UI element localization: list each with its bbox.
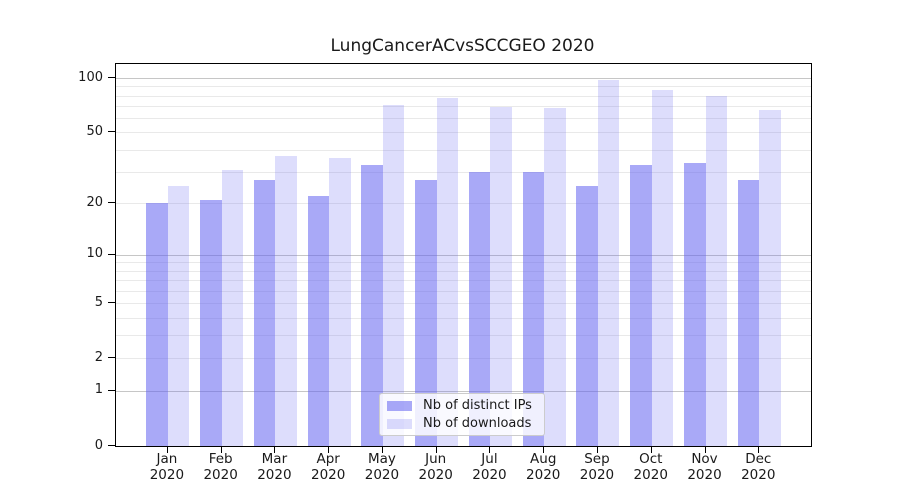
bar-downloads-feb [221,169,244,446]
y-tick-label-0: 0 [94,437,103,453]
gridline-minor-6 [116,290,811,292]
bar-downloads-jan [167,186,190,446]
x-tick-label-mar: Mar 2020 [257,451,292,483]
x-tick-label-feb: Feb 2020 [203,451,238,483]
legend-label-downloads: Nb of downloads [423,416,532,431]
bar-ips-jul [468,172,491,446]
y-tick-1 [108,389,115,391]
x-tick-label-may: May 2020 [364,451,400,483]
bar-downloads-sep [597,79,620,446]
bar-ips-aug [522,172,545,446]
y-tick-5 [108,302,115,304]
y-tick-label-2: 2 [94,349,103,365]
legend-label-distinct-ips: Nb of distinct IPs [423,398,532,413]
x-tick-label-dec: Dec 2020 [741,451,776,483]
x-tick-feb [220,446,222,453]
bar-ips-feb [200,199,222,446]
bar-ips-dec [737,180,760,446]
y-tick-label-1: 1 [94,382,103,398]
legend-swatch-downloads [387,418,412,429]
bar-downloads-may [382,104,405,446]
bar-downloads-dec [759,109,781,446]
gridline-major-10 [116,254,811,256]
y-tick-20 [108,202,115,204]
gridline-minor-80 [116,95,811,97]
x-tick-label-jul: Jul 2020 [472,451,507,483]
gridline-minor-5 [116,303,811,305]
bar-downloads-oct [651,89,674,446]
bar-ips-may [361,164,383,446]
x-tick-label-jun: Jun 2020 [418,451,453,483]
y-tick-0 [108,445,115,446]
gridline-minor-20 [116,203,811,205]
x-tick-mar [274,446,276,453]
bar-ips-mar [253,180,276,446]
bar-ips-sep [576,186,598,446]
legend: Nb of distinct IPs Nb of downloads [379,393,545,436]
gridline-major-100 [116,78,811,79]
bar-downloads-jun [436,97,459,446]
x-tick-aug [543,446,545,453]
bar-downloads-aug [544,108,566,446]
y-tick-label-50: 50 [86,123,103,139]
gridline-minor-7 [116,280,811,282]
x-tick-jul [489,446,491,453]
plot-area [115,63,812,447]
x-tick-apr [328,446,330,453]
y-tick-label-100: 100 [78,69,103,85]
bar-downloads-nov [705,95,727,446]
x-tick-label-oct: Oct 2020 [633,451,668,483]
x-tick-dec [758,446,760,453]
gridline-minor-50 [116,132,811,134]
x-tick-oct [650,446,652,453]
x-tick-label-sep: Sep 2020 [579,451,615,483]
gridline-minor-8 [116,270,811,272]
gridline-minor-30 [116,172,811,174]
x-tick-sep [596,446,598,453]
y-tick-2 [108,357,115,359]
gridline-minor-60 [116,118,811,120]
x-tick-nov [704,446,706,453]
legend-item-downloads: Nb of downloads [387,416,536,431]
gridline-major-1 [116,390,811,392]
y-tick-50 [108,131,115,133]
gridline-minor-40 [116,149,811,151]
legend-item-distinct-ips: Nb of distinct IPs [387,398,536,413]
legend-swatch-distinct-ips [387,400,412,411]
bar-ips-apr [307,195,330,446]
bar-ips-oct [630,164,652,446]
chart-title: LungCancerACvsSCCGEO 2020 [330,36,595,56]
gridline-minor-90 [116,86,811,88]
x-tick-jun [435,446,437,453]
gridline-minor-3 [116,335,811,337]
y-tick-label-5: 5 [94,294,103,310]
bar-downloads-apr [329,158,351,446]
y-tick-label-20: 20 [86,194,103,210]
bar-ips-jun [415,180,437,446]
x-tick-label-apr: Apr 2020 [310,451,346,483]
y-tick-100 [108,77,115,78]
y-tick-label-10: 10 [86,246,103,262]
x-tick-label-jan: Jan 2020 [149,451,185,483]
gridline-minor-2 [116,358,811,360]
gridline-minor-9 [116,262,811,264]
x-tick-label-nov: Nov 2020 [687,451,722,483]
gridline-minor-70 [116,106,811,108]
bar-downloads-mar [275,155,297,446]
x-tick-may [381,446,383,453]
y-tick-10 [108,253,115,255]
bar-ips-nov [684,162,706,446]
gridline-minor-4 [116,317,811,319]
bar-ips-jan [146,203,168,446]
bar-downloads-jul [490,107,512,446]
x-tick-label-aug: Aug 2020 [526,451,561,483]
x-tick-jan [166,446,168,453]
